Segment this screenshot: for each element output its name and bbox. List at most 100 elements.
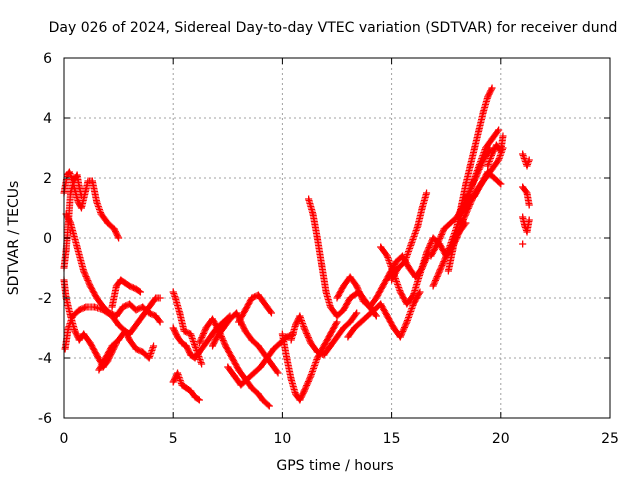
- data-point: [313, 354, 321, 362]
- data-point: [250, 369, 258, 377]
- data-point: [248, 384, 256, 392]
- data-point: [488, 165, 496, 173]
- data-point: [353, 309, 361, 317]
- data-point: [403, 318, 411, 326]
- axis-ticks: 0 5 10 15 20 25 -6 -4 -2 0 2 4 6: [38, 51, 619, 447]
- data-point: [292, 390, 300, 398]
- data-point: [126, 282, 134, 290]
- data-point: [521, 222, 529, 230]
- data-point: [377, 300, 385, 308]
- data-point: [213, 333, 221, 341]
- series-arc-05: [62, 210, 164, 326]
- data-point: [178, 339, 186, 347]
- data-point: [346, 294, 354, 302]
- data-point: [226, 315, 234, 323]
- data-point: [71, 327, 79, 335]
- data-point: [237, 381, 245, 389]
- data-point: [350, 324, 358, 332]
- data-point: [320, 351, 328, 359]
- data-point: [82, 186, 90, 194]
- data-point: [383, 252, 391, 260]
- data-point: [523, 228, 531, 236]
- data-point: [416, 270, 424, 278]
- data-point: [67, 219, 75, 227]
- data-point: [270, 345, 278, 353]
- data-point: [95, 366, 103, 374]
- data-point: [307, 372, 315, 380]
- data-point: [326, 303, 334, 311]
- data-point: [427, 252, 435, 260]
- data-point: [254, 390, 262, 398]
- data-point: [171, 294, 179, 302]
- data-point: [191, 354, 199, 362]
- data-point: [174, 333, 182, 341]
- data-point: [401, 258, 409, 266]
- data-point: [132, 345, 140, 353]
- series-arc-10: [169, 369, 203, 404]
- data-point: [198, 360, 206, 368]
- data-point: [307, 339, 315, 347]
- data-point: [241, 327, 249, 335]
- data-point: [222, 342, 230, 350]
- data-point: [394, 264, 402, 272]
- data-point: [340, 282, 348, 290]
- data-point: [525, 201, 533, 209]
- data-point: [233, 309, 241, 317]
- data-point: [414, 222, 422, 230]
- data-point: [296, 396, 304, 404]
- data-point: [309, 210, 317, 218]
- data-point: [86, 282, 94, 290]
- data-point: [209, 315, 217, 323]
- y-tick-label: 4: [43, 111, 52, 127]
- series-arc-26: [457, 168, 505, 218]
- series-arc-08: [169, 288, 206, 368]
- data-point: [145, 309, 153, 317]
- data-point: [300, 324, 308, 332]
- data-point: [174, 369, 182, 377]
- x-axis-label: GPS time / hours: [276, 458, 393, 474]
- data-point: [147, 300, 155, 308]
- series-arc-28: [519, 150, 533, 170]
- data-point: [178, 381, 186, 389]
- data-point: [64, 324, 72, 332]
- data-point: [126, 300, 134, 308]
- y-tick-label: 0: [43, 231, 52, 247]
- data-point: [283, 354, 291, 362]
- data-point: [333, 312, 341, 320]
- data-point: [97, 210, 105, 218]
- data-point: [482, 144, 490, 152]
- data-point: [82, 303, 90, 311]
- data-point: [191, 342, 199, 350]
- data-point: [156, 318, 164, 326]
- x-tick-label: 10: [273, 431, 291, 447]
- data-point: [112, 282, 120, 290]
- data-point: [525, 216, 533, 224]
- data-point: [359, 297, 367, 305]
- data-point: [156, 294, 164, 302]
- data-point: [462, 180, 470, 188]
- data-point: [429, 282, 437, 290]
- data-point: [484, 162, 492, 170]
- series-arc-29: [519, 183, 533, 209]
- data-point: [274, 369, 282, 377]
- data-point: [169, 324, 177, 332]
- data-point: [418, 204, 426, 212]
- data-point: [259, 297, 267, 305]
- series-arc-06: [95, 327, 158, 374]
- data-point: [372, 312, 380, 320]
- data-point: [195, 396, 203, 404]
- data-point: [182, 384, 190, 392]
- data-point: [263, 303, 271, 311]
- data-point: [136, 288, 144, 296]
- data-point: [453, 222, 461, 230]
- data-point: [265, 402, 273, 410]
- data-point: [278, 330, 286, 338]
- data-point: [145, 354, 153, 362]
- data-point: [344, 333, 352, 341]
- data-point: [267, 309, 275, 317]
- data-point: [180, 327, 188, 335]
- data-point: [322, 288, 330, 296]
- data-point: [108, 342, 116, 350]
- data-point: [444, 267, 452, 275]
